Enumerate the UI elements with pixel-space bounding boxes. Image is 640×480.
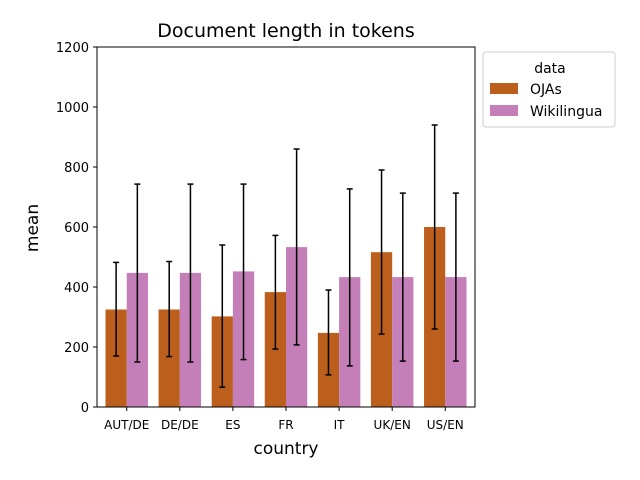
y-tick-label: 400	[64, 281, 89, 296]
x-tick-label: UK/EN	[374, 418, 411, 432]
y-tick-label: 600	[64, 221, 89, 236]
error-bar-ojas-1	[166, 260, 173, 358]
legend-title: data	[534, 61, 566, 77]
x-tick-label: AUT/DE	[104, 418, 149, 432]
y-axis-label: mean	[23, 204, 43, 252]
error-bar-ojas-3	[272, 234, 279, 350]
legend-swatch-wikilingua	[490, 105, 518, 116]
legend-label-ojas: OJAs	[530, 82, 562, 98]
error-bars-layer	[113, 124, 459, 388]
y-tick-label: 1200	[56, 41, 89, 56]
error-bar-ojas-5	[378, 169, 385, 335]
bars-layer	[105, 227, 467, 407]
error-bar-wikilingua-1	[187, 183, 194, 363]
error-bar-wikilingua-3	[293, 148, 300, 346]
legend: data OJAs Wikilingua	[482, 51, 616, 128]
x-tick-label: FR	[278, 418, 293, 432]
legend-swatch-ojas	[490, 83, 518, 94]
x-tick-label: IT	[334, 418, 346, 432]
error-bar-wikilingua-6	[452, 192, 459, 362]
x-tick-label: US/EN	[427, 418, 464, 432]
bar-ojas-0	[105, 309, 127, 407]
y-tick-label: 200	[64, 341, 89, 356]
error-bar-wikilingua-0	[134, 183, 141, 363]
error-bar-ojas-2	[219, 244, 226, 388]
error-bar-ojas-0	[113, 261, 120, 357]
error-bar-wikilingua-4	[346, 188, 353, 367]
y-tick-label: 800	[64, 161, 89, 176]
bar-ojas-1	[158, 309, 180, 407]
chart-title: Document length in tokens	[157, 20, 414, 42]
error-bar-wikilingua-5	[399, 192, 406, 362]
x-tick-label: ES	[225, 418, 240, 432]
y-tick-label: 1000	[56, 101, 89, 116]
error-bar-ojas-6	[431, 124, 438, 330]
y-axis-ticks: 0 200 400 600 800 1000 1200	[56, 41, 97, 416]
x-tick-label: DE/DE	[161, 418, 199, 432]
y-tick-label: 0	[81, 401, 89, 416]
error-bar-ojas-4	[325, 289, 332, 376]
x-axis-label: country	[253, 439, 318, 459]
plot-frame	[96, 46, 476, 408]
legend-label-wikilingua: Wikilingua	[530, 104, 602, 120]
error-bar-wikilingua-2	[240, 183, 247, 361]
x-axis-ticks: AUT/DE DE/DE ES FR IT UK/EN US/EN	[104, 407, 464, 432]
